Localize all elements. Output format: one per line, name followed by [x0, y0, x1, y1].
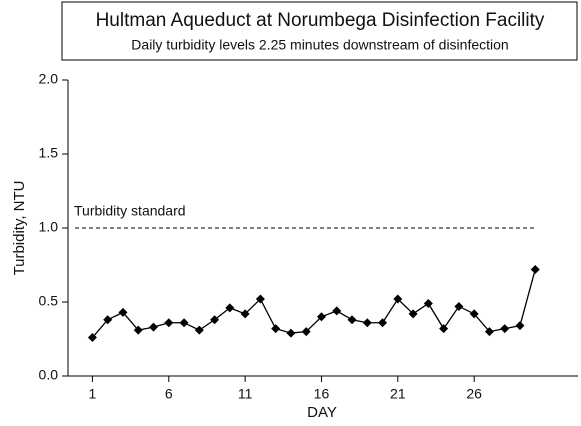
- data-point: [423, 298, 433, 308]
- series-line: [91, 269, 536, 338]
- data-point: [210, 315, 220, 325]
- title-box: [61, 1, 578, 61]
- data-point: [408, 309, 418, 319]
- data-point: [378, 318, 388, 328]
- data-point: [469, 309, 479, 319]
- data-point: [225, 303, 235, 313]
- data-point: [301, 327, 311, 337]
- y-tick-label: 0.0: [39, 367, 59, 383]
- data-point: [347, 315, 357, 325]
- x-tick-label: 11: [238, 386, 253, 402]
- x-tick-label: 6: [165, 386, 173, 402]
- data-point: [393, 294, 403, 304]
- y-tick-label: 1.0: [39, 219, 59, 235]
- data-point: [332, 306, 342, 316]
- data-point: [484, 327, 494, 337]
- data-point: [87, 333, 97, 343]
- data-point: [149, 322, 159, 332]
- data-point: [103, 315, 113, 325]
- reference-label: Turbidity standard: [74, 203, 186, 219]
- data-point: [286, 328, 296, 338]
- data-point: [362, 318, 372, 328]
- data-point: [500, 324, 510, 334]
- chart-title: Hultman Aqueduct at Norumbega Disinfecti…: [96, 10, 545, 31]
- data-point: [515, 321, 525, 331]
- x-tick-label: 1: [89, 386, 97, 402]
- x-tick-label: 26: [466, 386, 482, 402]
- data-point: [133, 325, 143, 335]
- data-point: [194, 325, 204, 335]
- data-point: [439, 324, 449, 334]
- y-tick-label: 2.0: [39, 71, 59, 87]
- data-point: [179, 318, 189, 328]
- x-tick-label: 21: [390, 386, 406, 402]
- data-point: [240, 309, 250, 319]
- x-tick-label: 16: [314, 386, 330, 402]
- data-point: [271, 324, 281, 334]
- x-axis-label: DAY: [307, 404, 337, 421]
- y-tick-label: 1.5: [39, 145, 59, 161]
- data-point: [255, 294, 265, 304]
- y-tick-label: 0.5: [39, 293, 59, 309]
- data-point: [164, 318, 174, 328]
- chart-subtitle: Daily turbidity levels 2.25 minutes down…: [131, 37, 508, 53]
- data-point: [530, 264, 540, 274]
- data-point: [454, 301, 464, 311]
- data-point: [316, 312, 326, 322]
- y-axis-label: Turbidity, NTU: [11, 180, 28, 275]
- data-point: [118, 307, 128, 317]
